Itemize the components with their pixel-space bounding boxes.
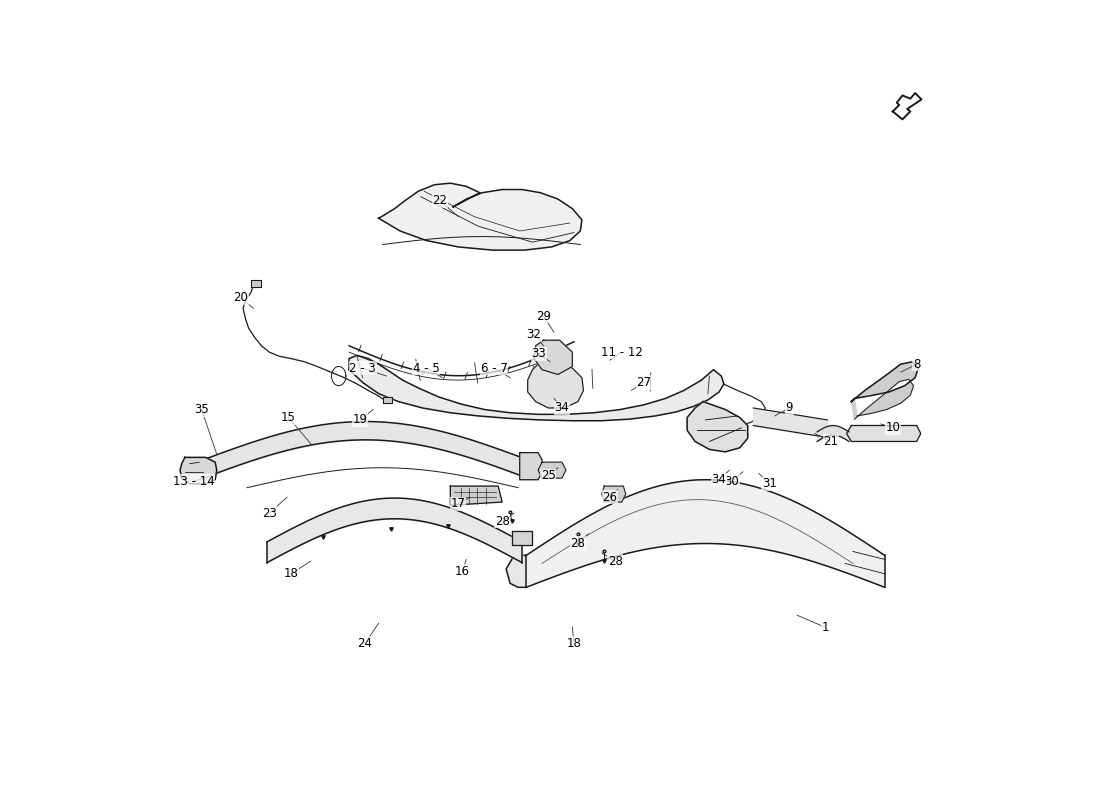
Polygon shape <box>688 402 748 452</box>
Text: 13 - 14: 13 - 14 <box>173 475 214 488</box>
Polygon shape <box>506 555 526 587</box>
Text: 33: 33 <box>531 347 547 360</box>
Polygon shape <box>519 453 542 480</box>
Text: 8: 8 <box>913 358 921 370</box>
Text: 9: 9 <box>785 402 793 414</box>
Polygon shape <box>851 362 918 419</box>
Polygon shape <box>526 480 884 587</box>
Text: 34: 34 <box>554 402 570 414</box>
Text: 20: 20 <box>233 291 249 305</box>
Text: 28: 28 <box>571 537 585 550</box>
Text: 16: 16 <box>454 565 470 578</box>
Text: 2 - 3: 2 - 3 <box>350 362 376 374</box>
Polygon shape <box>349 355 724 421</box>
Polygon shape <box>847 426 921 442</box>
Polygon shape <box>180 458 217 484</box>
Text: 24: 24 <box>358 637 373 650</box>
Text: 18: 18 <box>566 637 582 650</box>
Text: 29: 29 <box>536 310 551 322</box>
Polygon shape <box>538 462 565 478</box>
Text: 21: 21 <box>823 435 838 448</box>
Text: 34: 34 <box>712 474 726 486</box>
Text: 28: 28 <box>608 554 623 567</box>
Text: 18: 18 <box>284 567 298 580</box>
Text: 23: 23 <box>262 506 277 520</box>
Polygon shape <box>512 530 532 545</box>
Text: 19: 19 <box>353 414 367 426</box>
Text: 25: 25 <box>541 470 556 482</box>
Text: 15: 15 <box>282 411 296 424</box>
Text: 31: 31 <box>762 478 777 490</box>
Text: 28: 28 <box>495 514 509 528</box>
Polygon shape <box>893 93 922 119</box>
Polygon shape <box>602 486 626 502</box>
Text: 26: 26 <box>603 490 617 504</box>
Text: 1: 1 <box>822 621 828 634</box>
Text: 10: 10 <box>886 422 900 434</box>
Text: 32: 32 <box>527 328 541 341</box>
Polygon shape <box>450 486 503 506</box>
Text: 27: 27 <box>637 376 651 389</box>
Text: 30: 30 <box>725 475 739 488</box>
Polygon shape <box>383 397 392 403</box>
Text: 4 - 5: 4 - 5 <box>414 362 440 374</box>
Text: 35: 35 <box>195 403 209 416</box>
Text: 11 - 12: 11 - 12 <box>601 346 642 358</box>
Text: 17: 17 <box>451 497 465 510</box>
Polygon shape <box>535 340 572 374</box>
Polygon shape <box>251 281 261 286</box>
Polygon shape <box>378 183 582 250</box>
Text: 6 - 7: 6 - 7 <box>481 362 507 374</box>
Polygon shape <box>528 362 583 408</box>
Text: 22: 22 <box>432 194 448 207</box>
